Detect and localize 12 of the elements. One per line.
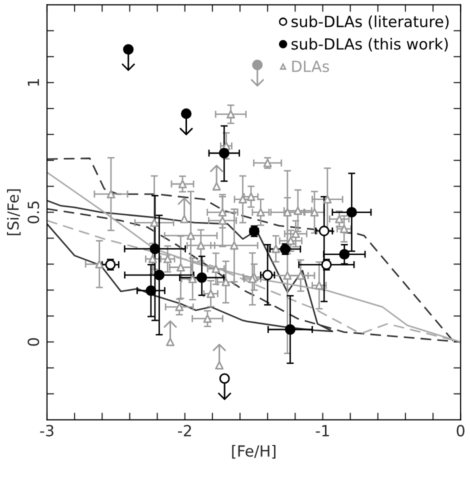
- y-tick-label: 1: [28, 79, 39, 86]
- x-tick-label: -1: [316, 425, 329, 436]
- x-tick-label: 0: [456, 424, 464, 436]
- legend-label: sub-DLAs (this work): [292, 38, 448, 52]
- x-tick-label: -3: [40, 424, 54, 436]
- x-tick-label: -2: [178, 424, 191, 436]
- y-tick-label: 0.5: [28, 201, 40, 224]
- y-tick-label: 0: [28, 338, 40, 346]
- legend-label: sub-DLAs (literature): [292, 15, 449, 30]
- x-axis-title: [Fe/H]: [232, 444, 276, 459]
- legend-label: DLAs: [292, 60, 329, 72]
- y-axis-title: [Si/Fe]: [7, 189, 21, 236]
